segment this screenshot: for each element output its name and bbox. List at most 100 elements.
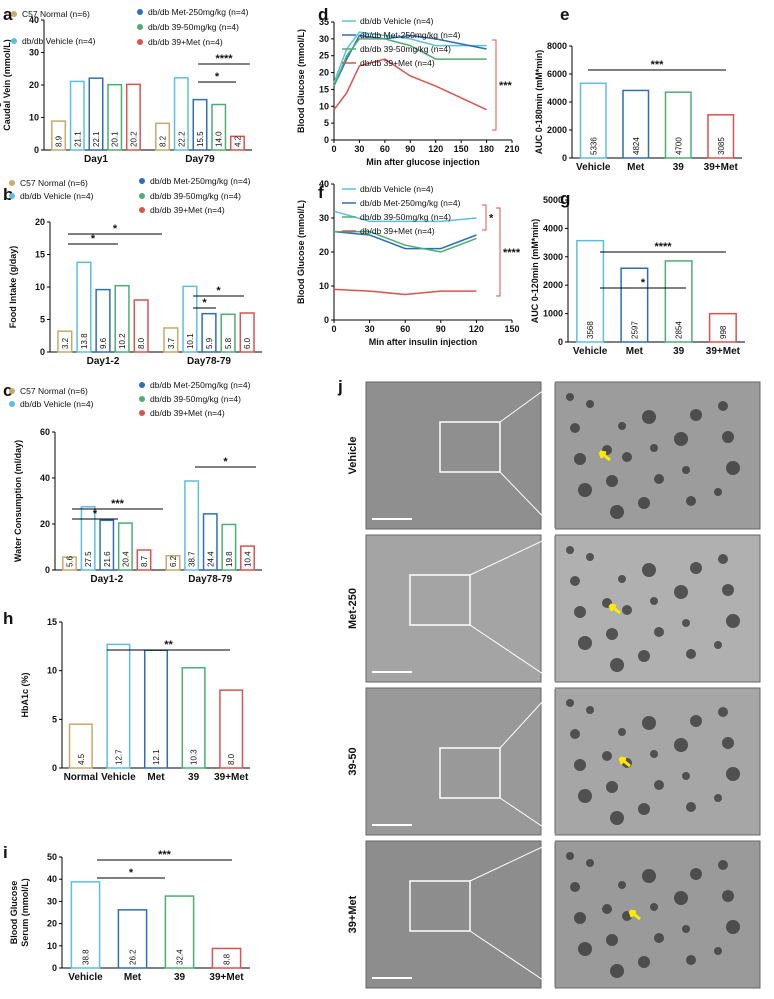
- value-label: 32.4: [176, 949, 185, 965]
- y-tick-label: 10: [319, 101, 329, 111]
- significance-label: *: [202, 297, 207, 309]
- y-tick-label: 3000: [543, 252, 563, 262]
- y-tick-label: 10: [319, 281, 329, 291]
- line: [333, 230, 477, 250]
- granule: [602, 904, 612, 914]
- granule: [674, 432, 688, 446]
- value-label: 3.7: [167, 337, 176, 349]
- legend-label: db/db Met-250mg/kg (n=4): [360, 198, 461, 208]
- bar: [155, 122, 171, 151]
- bar: [184, 480, 200, 571]
- x-tick-label: Day78-79: [188, 574, 232, 585]
- panel-letter: h: [3, 609, 13, 628]
- y-tick-label: 30: [319, 213, 329, 223]
- legend-label: db/db 39-50mg/kg (n=4): [360, 212, 451, 222]
- granule: [654, 780, 664, 790]
- x-tick-label: 30: [365, 324, 375, 334]
- legend-label: db/db 39+Met (n=4): [150, 408, 225, 418]
- bar: [68, 723, 93, 769]
- y-tick-label: 15: [319, 84, 329, 94]
- bar: [622, 89, 650, 159]
- granule: [586, 553, 594, 561]
- y-tick-label: 2000: [547, 125, 567, 135]
- granule: [578, 483, 592, 497]
- y-tick-label: 2000: [543, 280, 563, 290]
- bar: [136, 549, 152, 571]
- y-tick-label: 5000: [543, 195, 563, 205]
- micrograph: [365, 381, 542, 530]
- x-tick-label: 30: [354, 144, 364, 154]
- bar: [239, 312, 255, 353]
- granule: [622, 452, 632, 462]
- granule: [722, 431, 734, 443]
- significance-label: ***: [111, 498, 125, 510]
- significance-bracket: [492, 39, 497, 131]
- legend-label: C57 Normal (n=6): [20, 178, 88, 188]
- panel-letter: a: [3, 5, 13, 24]
- value-label: 10.2: [118, 333, 127, 349]
- legend-marker: [9, 193, 15, 199]
- legend-marker: [11, 11, 17, 17]
- legend-marker: [11, 38, 17, 44]
- granule: [722, 890, 734, 902]
- value-label: 26.2: [129, 949, 138, 965]
- y-tick-label: 25: [319, 51, 329, 61]
- y-tick-label: 0: [52, 763, 57, 773]
- x-tick-label: 60: [400, 324, 410, 334]
- granule: [586, 859, 594, 867]
- granule: [686, 649, 696, 659]
- legend-label: db/db Met-250mg/kg (n=4): [148, 7, 249, 17]
- x-tick-label: 39+Met: [704, 162, 739, 173]
- x-tick-label: 210: [504, 144, 519, 154]
- zoom-line: [469, 534, 556, 576]
- bar: [201, 312, 217, 353]
- bar: [576, 239, 605, 343]
- granule: [718, 554, 728, 564]
- granule: [650, 750, 658, 758]
- x-tick-label: 60: [380, 144, 390, 154]
- significance-label: **: [164, 639, 173, 651]
- value-label: 22.2: [177, 131, 186, 147]
- value-label: 2854: [675, 321, 684, 339]
- legend-marker: [137, 39, 143, 45]
- bar: [88, 77, 104, 151]
- legend-marker: [139, 193, 145, 199]
- x-tick-label: 39: [673, 346, 685, 357]
- y-tick-label: 50: [47, 852, 57, 862]
- x-tick-label: Vehicle: [576, 162, 611, 173]
- y-tick-label: 60: [40, 427, 50, 437]
- granule: [686, 955, 696, 965]
- y-tick-label: 5: [40, 315, 45, 325]
- granule: [618, 728, 626, 736]
- y-axis-label: HbA1c (%): [20, 672, 30, 717]
- granule: [570, 882, 580, 892]
- granule: [714, 488, 722, 496]
- bar: [69, 80, 85, 151]
- legend-label: db/db Vehicle (n=4): [360, 16, 434, 26]
- value-label: 20.4: [121, 551, 130, 567]
- x-tick-label: Normal: [64, 772, 99, 783]
- line: [333, 210, 477, 223]
- micrograph-zoom: [554, 534, 761, 683]
- significance-label: *: [93, 508, 98, 520]
- line: [334, 230, 477, 253]
- y-tick-label: 10: [47, 666, 57, 676]
- bar: [220, 313, 236, 353]
- bar: [133, 299, 149, 353]
- significance-label: ****: [215, 53, 233, 65]
- granule: [610, 964, 624, 978]
- legend-label: db/db 39-50mg/kg (n=4): [150, 394, 241, 404]
- significance-label: *: [489, 213, 494, 225]
- arrow: [608, 603, 621, 615]
- y-tick-label: 20: [319, 247, 329, 257]
- bar: [165, 554, 181, 571]
- legend-label: C57 Normal (n=6): [20, 386, 88, 396]
- x-tick-label: Day1: [84, 154, 108, 165]
- row-label: Met-250: [347, 588, 359, 629]
- significance-label: ****: [654, 241, 672, 253]
- y-axis-label: AUC 0-180min (mM*min): [534, 50, 544, 155]
- value-label: 10.3: [190, 749, 199, 765]
- significance-label: *: [223, 456, 228, 468]
- value-label: 14.0: [215, 131, 224, 147]
- legend-marker: [139, 178, 145, 184]
